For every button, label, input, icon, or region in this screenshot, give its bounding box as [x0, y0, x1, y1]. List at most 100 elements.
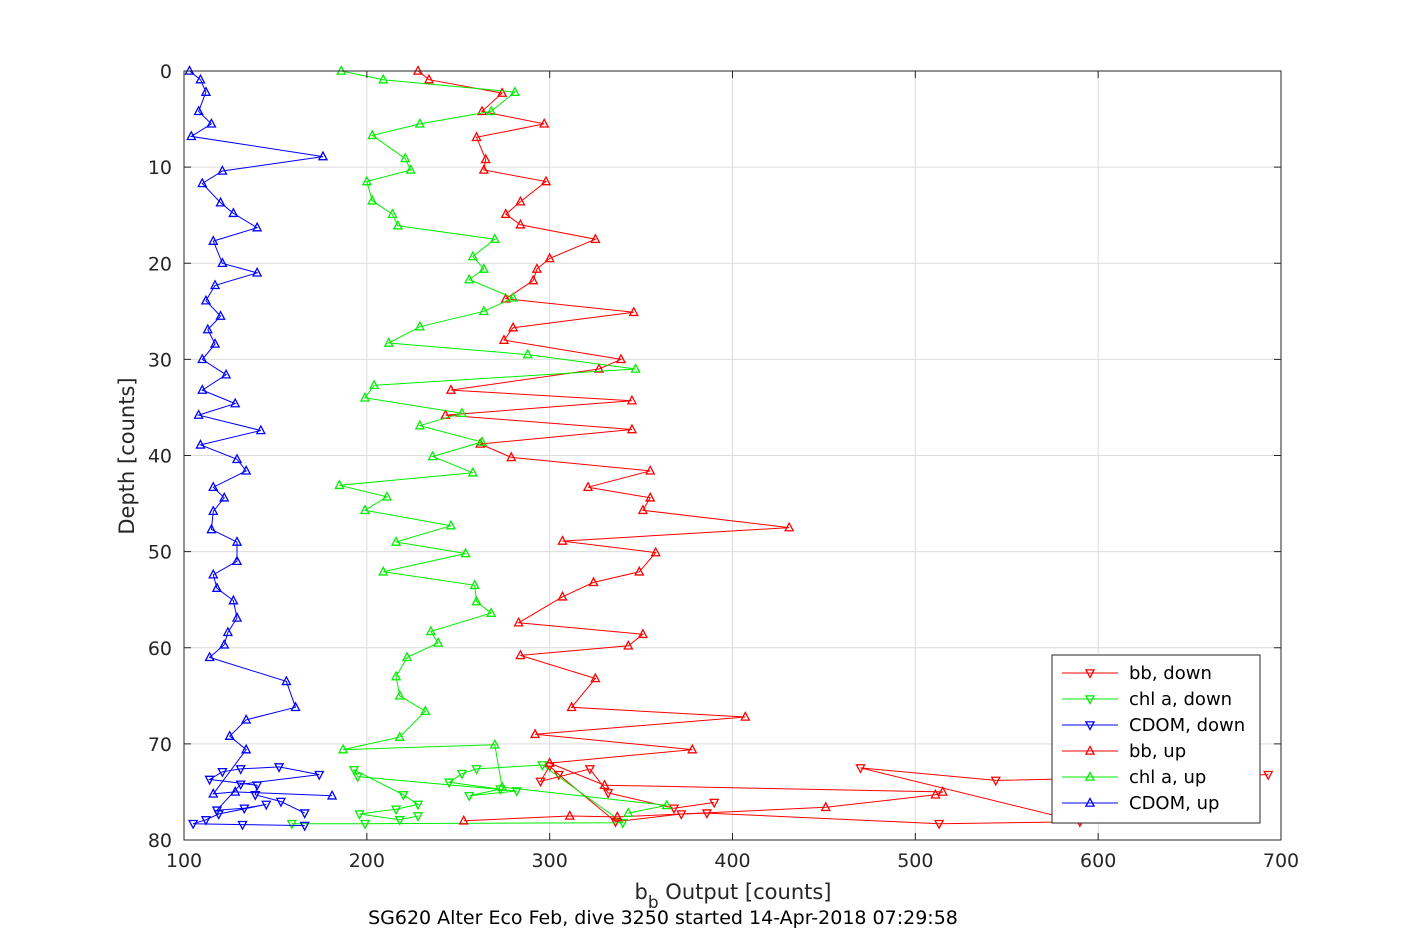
data-point — [412, 812, 424, 822]
data-point — [286, 819, 298, 830]
data-point — [460, 547, 471, 558]
data-point — [359, 504, 371, 515]
data-point — [497, 781, 508, 791]
data-point — [390, 536, 402, 546]
data-point — [211, 806, 223, 817]
data-point — [361, 175, 372, 186]
data-point — [445, 519, 457, 530]
data-point — [414, 320, 425, 331]
data-point — [209, 338, 221, 348]
data-point — [241, 464, 252, 475]
data-point — [623, 807, 634, 817]
data-point — [186, 130, 197, 141]
data-point — [937, 786, 948, 796]
data-point — [290, 701, 301, 712]
data-point — [224, 730, 235, 740]
data-point — [709, 798, 720, 809]
data-point — [676, 810, 687, 820]
data-point — [387, 208, 398, 219]
data-point — [471, 131, 482, 142]
data-point — [383, 337, 394, 347]
x-axis-label: bb Output [counts] — [634, 880, 831, 913]
data-point — [478, 305, 489, 316]
data-point — [317, 150, 329, 161]
data-point — [299, 809, 310, 819]
data-point — [195, 439, 206, 449]
data-point — [990, 776, 1001, 787]
data-point — [405, 164, 416, 174]
data-point — [515, 218, 526, 229]
data-point — [740, 711, 751, 721]
data-point — [394, 731, 405, 741]
data-point — [500, 208, 511, 219]
data-point — [603, 789, 614, 799]
data-point — [230, 786, 241, 796]
y-tick-label: 40 — [148, 446, 172, 468]
data-point — [500, 292, 511, 303]
x-axis-label-main: b — [634, 880, 647, 904]
data-point — [423, 73, 435, 84]
data-point — [348, 766, 360, 776]
data-point — [507, 291, 519, 302]
legend-item: chl a, up — [1062, 767, 1206, 788]
data-point — [425, 625, 436, 636]
data-point — [394, 816, 405, 826]
x-axis-label-subscript: b — [648, 893, 659, 913]
data-point — [390, 805, 402, 816]
data-point — [599, 779, 610, 790]
data-point — [645, 491, 656, 502]
data-point — [433, 637, 444, 647]
data-point — [193, 105, 204, 116]
data-point — [544, 252, 555, 263]
data-point — [464, 791, 475, 802]
ticks — [183, 70, 1282, 841]
data-point — [529, 728, 541, 739]
x-tick-label: 500 — [897, 850, 933, 872]
data-point — [281, 675, 292, 686]
y-tick-label: 10 — [148, 157, 172, 179]
data-point — [612, 811, 623, 821]
data-point — [498, 334, 510, 344]
legend-item: CDOM, down — [1062, 715, 1245, 736]
legend-marker — [1084, 695, 1096, 705]
data-point — [217, 165, 228, 175]
data-point — [412, 65, 424, 75]
y-tick-label: 50 — [148, 542, 172, 564]
data-point — [252, 781, 263, 792]
series-line — [291, 764, 625, 825]
x-tick-labels: 100 200 300 400 500 600 700 — [166, 850, 1299, 872]
data-point — [241, 743, 252, 754]
data-point — [414, 419, 425, 430]
data-point — [381, 490, 393, 501]
data-point — [1263, 770, 1274, 781]
data-point — [231, 453, 243, 464]
data-point — [564, 810, 575, 820]
legend-box — [1051, 654, 1261, 824]
data-point — [645, 464, 656, 475]
legend-item: bb, down — [1062, 663, 1212, 684]
data-point — [557, 535, 568, 545]
data-point — [617, 818, 628, 829]
data-point — [623, 639, 634, 650]
data-point — [628, 306, 639, 317]
legend-label: chl a, up — [1129, 767, 1206, 788]
y-tick-label: 60 — [148, 638, 172, 660]
data-point — [469, 579, 480, 590]
legend-marker — [1084, 669, 1096, 679]
data-point — [398, 791, 409, 801]
data-point — [337, 743, 349, 754]
data-point — [206, 117, 217, 128]
data-point — [220, 368, 232, 379]
data-point — [208, 787, 219, 798]
series-line — [417, 70, 943, 822]
data-point — [378, 565, 389, 576]
data-point — [476, 436, 488, 446]
data-point — [414, 117, 425, 128]
data-point — [400, 152, 411, 163]
data-point — [522, 348, 533, 359]
data-point — [820, 801, 831, 812]
data-point — [299, 821, 310, 832]
data-point — [537, 761, 548, 771]
data-point — [456, 769, 468, 780]
